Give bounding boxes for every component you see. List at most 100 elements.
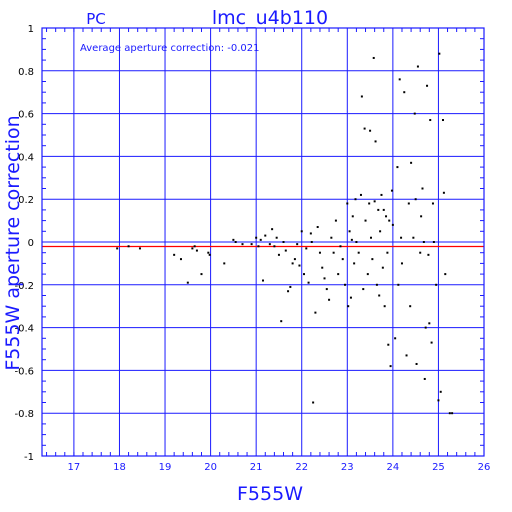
data-point bbox=[353, 262, 356, 265]
data-point bbox=[405, 354, 408, 357]
data-point bbox=[410, 161, 413, 164]
data-point bbox=[330, 236, 333, 239]
data-point bbox=[250, 243, 253, 246]
data-point bbox=[255, 236, 258, 239]
data-point bbox=[191, 247, 194, 250]
data-point bbox=[280, 320, 283, 323]
data-point bbox=[234, 241, 237, 243]
data-point bbox=[314, 311, 317, 314]
data-point bbox=[337, 273, 340, 276]
data-point bbox=[414, 198, 417, 201]
data-point bbox=[273, 245, 276, 248]
data-point bbox=[200, 273, 203, 276]
data-point bbox=[403, 91, 406, 94]
data-point bbox=[241, 243, 244, 246]
y-tick-labels: -1 -0.8 -0.6 -0.4 -0.2 0 0.2 0.4 0.6 0.8 1 bbox=[14, 24, 34, 463]
data-point bbox=[346, 202, 349, 205]
data-point bbox=[372, 56, 375, 59]
data-point bbox=[397, 283, 400, 286]
data-point bbox=[362, 288, 365, 291]
data-point bbox=[368, 202, 371, 205]
data-point bbox=[116, 247, 119, 250]
data-point bbox=[348, 230, 351, 233]
data-point bbox=[429, 119, 432, 122]
data-point bbox=[296, 243, 299, 246]
data-point bbox=[173, 253, 176, 256]
data-point bbox=[289, 285, 292, 288]
data-point bbox=[369, 236, 372, 239]
x-axis-label: F555W bbox=[237, 483, 303, 505]
data-point bbox=[347, 305, 350, 308]
data-point bbox=[259, 238, 262, 241]
data-point bbox=[431, 202, 434, 205]
data-point bbox=[439, 390, 442, 393]
data-point bbox=[138, 247, 141, 250]
y-tick-label: -0.8 bbox=[14, 409, 34, 420]
data-point bbox=[334, 219, 337, 222]
data-point bbox=[277, 253, 280, 256]
data-point bbox=[355, 241, 358, 243]
x-tick-label: 25 bbox=[432, 462, 445, 473]
data-point bbox=[377, 208, 380, 211]
data-point bbox=[379, 230, 382, 233]
data-point bbox=[186, 281, 189, 284]
data-point bbox=[344, 283, 347, 286]
data-point bbox=[309, 232, 312, 235]
data-point bbox=[421, 187, 424, 190]
x-tick-label: 26 bbox=[478, 462, 491, 473]
data-point bbox=[389, 365, 392, 368]
data-point bbox=[396, 166, 399, 169]
data-point bbox=[386, 251, 389, 254]
data-point bbox=[305, 247, 308, 250]
data-point bbox=[300, 230, 303, 233]
data-point bbox=[420, 215, 423, 218]
data-point bbox=[303, 273, 306, 276]
data-point bbox=[437, 399, 440, 402]
data-point bbox=[339, 245, 342, 248]
data-point bbox=[354, 198, 357, 201]
x-tick-label: 20 bbox=[204, 462, 217, 473]
data-point bbox=[360, 95, 363, 98]
data-point bbox=[391, 223, 394, 226]
data-point bbox=[409, 305, 412, 308]
x-tick-label: 23 bbox=[341, 462, 354, 473]
y-tick-label: 0.4 bbox=[18, 152, 34, 163]
data-point bbox=[232, 238, 235, 241]
data-point bbox=[341, 258, 344, 261]
x-tick-label: 19 bbox=[159, 462, 172, 473]
data-point bbox=[371, 258, 374, 261]
data-point bbox=[428, 322, 431, 325]
data-point bbox=[373, 200, 376, 203]
data-point bbox=[380, 193, 383, 196]
data-point bbox=[257, 245, 260, 248]
y-tick-label: -0.2 bbox=[14, 281, 34, 292]
data-point bbox=[262, 279, 264, 282]
y-tick-label: 0 bbox=[28, 238, 34, 249]
x-tick-label: 17 bbox=[68, 462, 81, 473]
data-point bbox=[287, 290, 290, 293]
data-point bbox=[298, 264, 301, 267]
data-point bbox=[419, 251, 422, 254]
data-point bbox=[357, 251, 360, 254]
data-point bbox=[193, 245, 196, 248]
x-tick-labels: 17 18 19 20 21 22 23 24 25 26 bbox=[68, 462, 491, 473]
data-point bbox=[179, 258, 182, 261]
data-point bbox=[451, 412, 454, 415]
data-point bbox=[363, 127, 366, 130]
data-point bbox=[271, 228, 274, 231]
data-point bbox=[328, 298, 331, 301]
data-point bbox=[374, 140, 377, 143]
data-point bbox=[442, 191, 445, 194]
data-point bbox=[350, 238, 353, 241]
data-point bbox=[413, 112, 416, 115]
y-tick-label: 0.8 bbox=[18, 67, 34, 78]
x-tick-label: 22 bbox=[295, 462, 308, 473]
y-tick-label: 1 bbox=[28, 24, 34, 35]
data-point bbox=[378, 294, 381, 297]
data-point bbox=[369, 129, 372, 132]
data-point bbox=[275, 236, 278, 239]
data-point bbox=[412, 236, 415, 239]
data-point bbox=[307, 281, 310, 284]
x-tick-label: 18 bbox=[113, 462, 126, 473]
y-tick-label: 0.2 bbox=[18, 195, 34, 206]
